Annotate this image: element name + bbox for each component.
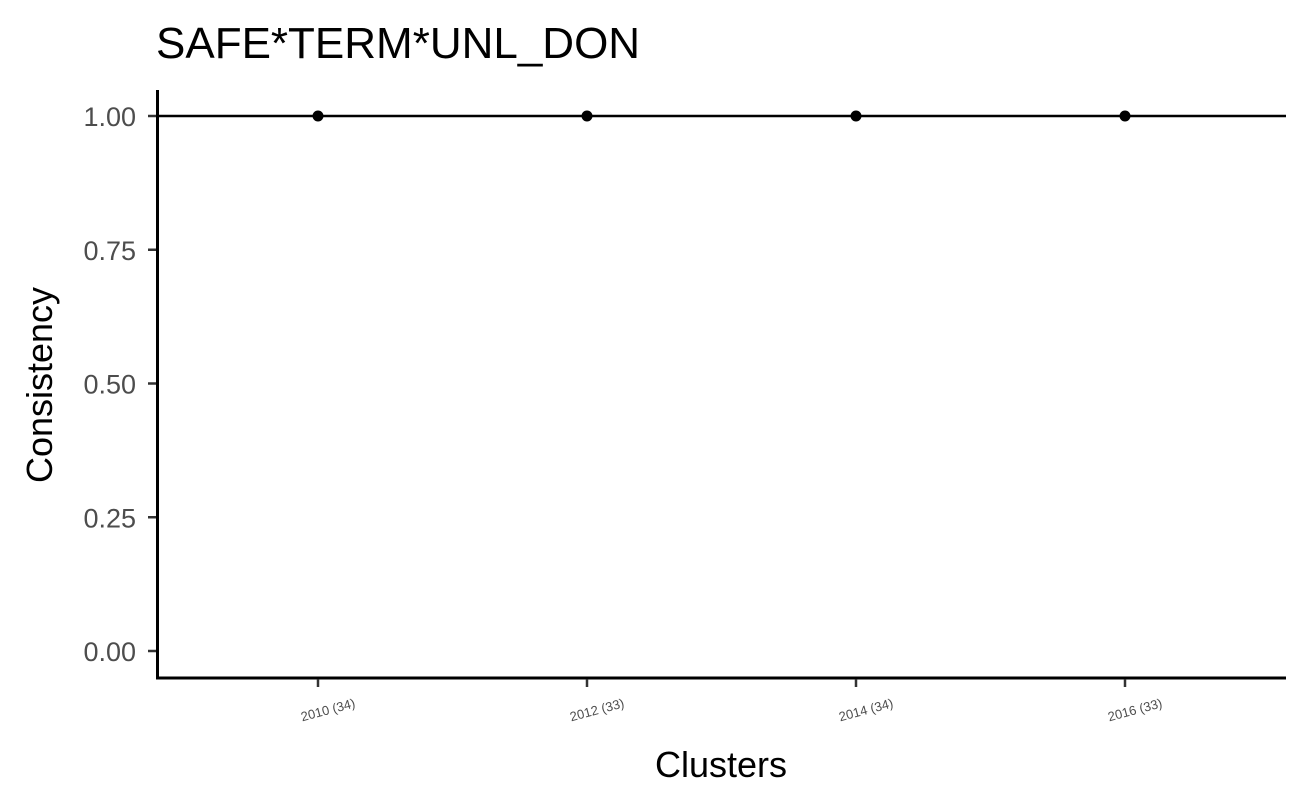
x-tick-label: 2014 (34) xyxy=(837,695,895,724)
y-tick-label: 0.50 xyxy=(83,370,136,400)
y-tick-label: 0.75 xyxy=(83,236,136,266)
chart-title: SAFE*TERM*UNL_DON xyxy=(156,19,640,68)
x-axis-title: Clusters xyxy=(655,744,787,785)
plot-area xyxy=(158,110,1286,122)
y-tick-label: 0.25 xyxy=(83,503,136,533)
y-tick-label: 0.00 xyxy=(83,637,136,667)
data-point xyxy=(581,110,593,122)
y-ticks: 0.00 0.25 0.50 0.75 1.00 xyxy=(83,102,156,667)
x-tick-label: 2016 (33) xyxy=(1106,695,1164,724)
data-point xyxy=(312,110,324,122)
y-tick-label: 1.00 xyxy=(83,102,136,132)
y-axis-title: Consistency xyxy=(19,287,60,483)
x-tick-label: 2012 (33) xyxy=(568,695,626,724)
x-ticks: 2010 (34) 2012 (33) 2014 (34) 2016 (33) xyxy=(299,679,1164,724)
x-tick-label: 2010 (34) xyxy=(299,695,357,724)
data-point xyxy=(850,110,862,122)
data-point xyxy=(1119,110,1131,122)
